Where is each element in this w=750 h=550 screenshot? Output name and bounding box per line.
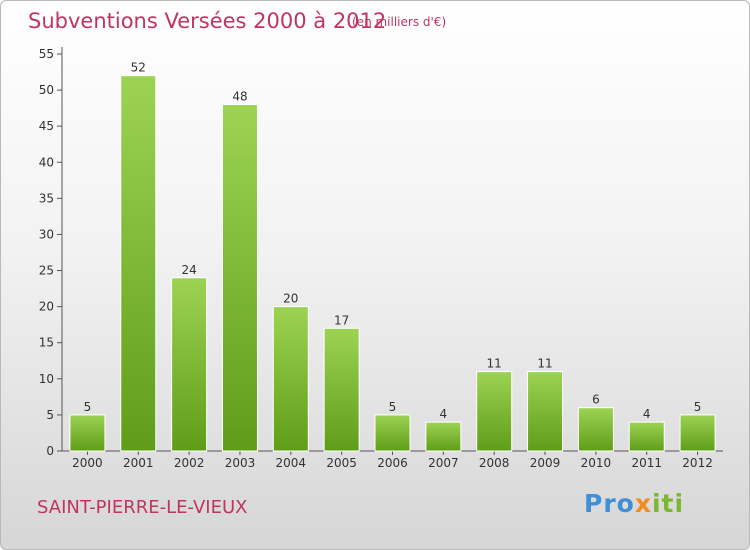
x-tick-label: 2004 [276,456,307,470]
y-tick-label: 45 [39,119,54,133]
x-tick-label: 2007 [428,456,459,470]
bar [272,306,309,452]
data-label: 11 [537,357,552,371]
data-label: 20 [283,292,298,306]
data-label: 5 [389,400,397,414]
y-tick-label: 0 [46,444,54,458]
chart-title: Subventions Versées 2000 à 2012 [28,9,387,33]
bar [323,327,360,452]
bar [476,371,513,452]
y-tick-label: 50 [39,83,54,97]
proxiti-logo: Proxiti [584,489,685,518]
y-tick-label: 55 [39,47,54,61]
bar [577,407,614,452]
x-tick-label: 2000 [72,456,103,470]
bar [120,75,157,452]
y-tick-label: 25 [39,264,54,278]
bar [527,371,564,452]
x-tick-label: 2006 [377,456,408,470]
data-label: 48 [232,90,247,104]
x-tick-label: 2003 [225,456,256,470]
x-tick-label: 2001 [123,456,154,470]
data-label: 4 [440,407,448,421]
x-tick-label: 2005 [326,456,357,470]
x-tick-label: 2010 [581,456,612,470]
x-tick-label: 2009 [530,456,561,470]
data-label: 5 [84,400,92,414]
data-label: 24 [181,263,196,277]
y-tick-label: 40 [39,155,54,169]
data-label: 11 [487,357,502,371]
y-tick-label: 10 [39,372,54,386]
data-label: 5 [694,400,702,414]
y-tick-label: 15 [39,336,54,350]
x-tick-label: 2008 [479,456,510,470]
bar [679,414,716,452]
chart-subtitle: (en milliers d'€) [352,15,447,29]
y-tick-label: 35 [39,191,54,205]
data-label: 17 [334,313,349,327]
x-tick-label: 2012 [682,456,713,470]
commune-name: SAINT-PIERRE-LE-VIEUX [37,497,248,518]
x-tick-label: 2002 [174,456,205,470]
x-tick-label: 2011 [631,456,662,470]
bar [425,421,462,452]
bar [221,104,258,452]
y-tick-label: 20 [39,300,54,314]
data-label: 52 [131,61,146,75]
data-label: 4 [643,407,651,421]
y-tick-label: 30 [39,227,54,241]
bar [628,421,665,452]
data-label: 6 [592,393,600,407]
bar [374,414,411,452]
bar [171,277,208,452]
bar [69,414,106,452]
y-tick-label: 5 [46,408,54,422]
